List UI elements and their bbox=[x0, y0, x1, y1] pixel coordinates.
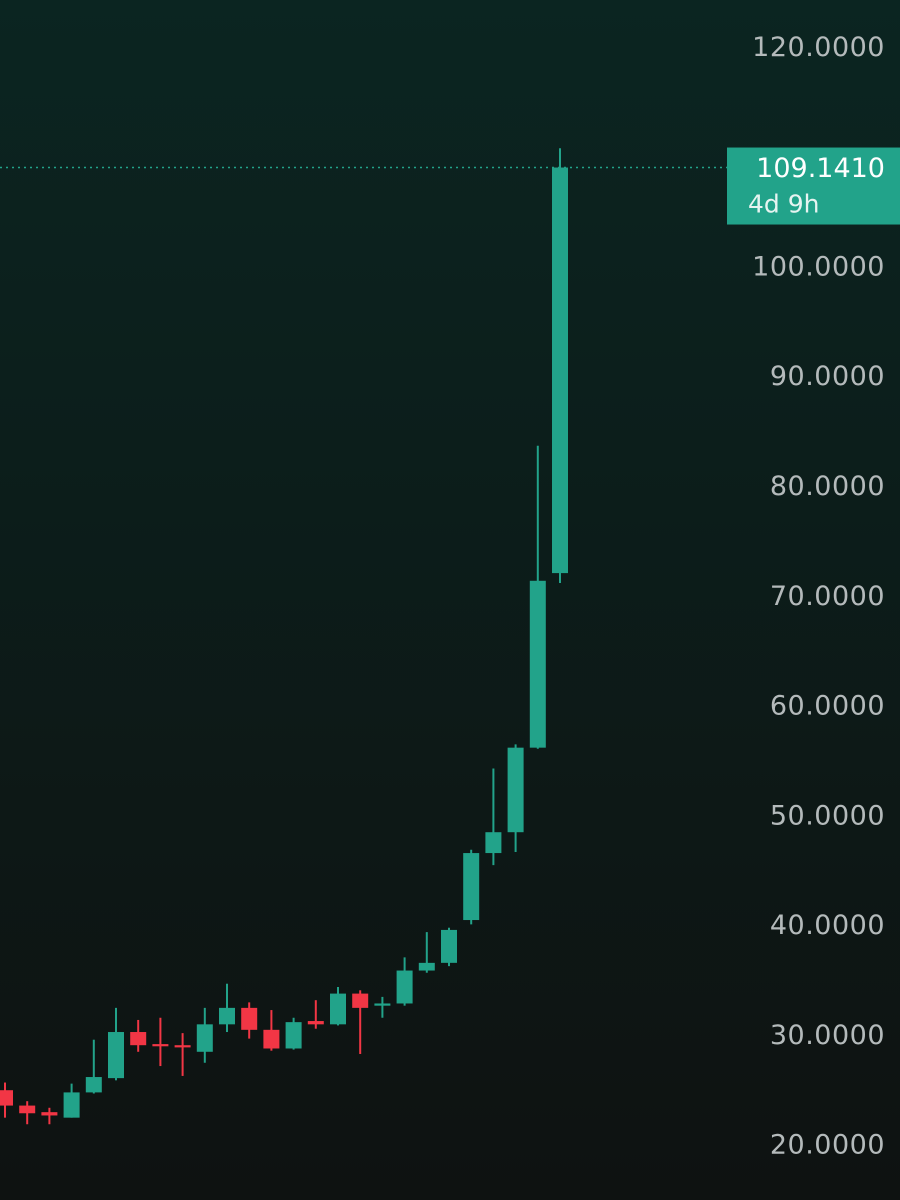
y-tick-label: 90.0000 bbox=[770, 361, 885, 392]
y-tick-label: 20.0000 bbox=[770, 1130, 885, 1161]
candle-body bbox=[0, 1090, 13, 1106]
candle-body bbox=[463, 853, 480, 921]
y-tick-label: 40.0000 bbox=[770, 910, 885, 941]
candle-body bbox=[374, 1003, 391, 1006]
candle-body bbox=[485, 832, 502, 854]
last-price-box bbox=[727, 147, 900, 225]
candle-body bbox=[19, 1105, 36, 1114]
y-tick-label: 120.0000 bbox=[752, 32, 885, 63]
y-tick-label: 100.0000 bbox=[752, 251, 885, 282]
candle-body bbox=[41, 1112, 58, 1116]
candle-body bbox=[307, 1021, 324, 1025]
candle-body bbox=[219, 1007, 235, 1025]
y-tick-label: 60.0000 bbox=[770, 691, 885, 722]
last-price-label: 109.1410 bbox=[756, 153, 885, 184]
candle-body bbox=[63, 1092, 80, 1118]
candle-body bbox=[441, 929, 457, 963]
candle-body bbox=[241, 1007, 258, 1030]
candle-body bbox=[352, 993, 369, 1008]
candle-body bbox=[174, 1045, 191, 1048]
candle-body bbox=[552, 167, 568, 574]
candle-body bbox=[418, 962, 435, 971]
candle-body bbox=[330, 993, 346, 1025]
y-tick-label: 30.0000 bbox=[770, 1020, 885, 1051]
y-tick-label: 70.0000 bbox=[770, 581, 885, 612]
candle-body bbox=[263, 1029, 280, 1049]
candle-body bbox=[152, 1044, 169, 1047]
candle-body bbox=[285, 1022, 302, 1049]
candle-body bbox=[108, 1032, 124, 1079]
countdown-label: 4d 9h bbox=[748, 190, 819, 219]
candle-body bbox=[507, 747, 524, 833]
candle-body bbox=[196, 1024, 213, 1052]
candle-body bbox=[529, 580, 546, 748]
candle-body bbox=[130, 1032, 147, 1046]
candle-body bbox=[396, 970, 413, 1004]
y-tick-label: 80.0000 bbox=[770, 471, 885, 502]
y-tick-label: 50.0000 bbox=[770, 800, 885, 831]
candle-body bbox=[85, 1077, 102, 1093]
